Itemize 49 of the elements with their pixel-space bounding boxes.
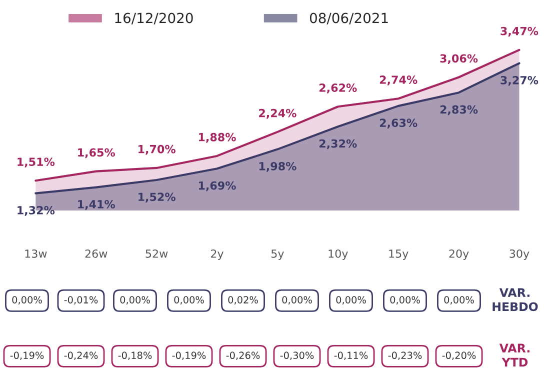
- data-label: 1,41%: [78, 200, 116, 210]
- data-label: 1,52%: [138, 192, 176, 202]
- x-tick-label: 15y: [389, 250, 408, 260]
- data-label: 1,69%: [198, 181, 236, 192]
- text: -0,11%: [334, 352, 368, 360]
- x-tick-label: 30y: [510, 249, 530, 260]
- text: -0,18%: [118, 352, 152, 360]
- data-label: 2,32%: [319, 139, 357, 150]
- data-label: 1,88%: [198, 132, 236, 143]
- text: 0,00%: [12, 296, 42, 304]
- x-tick-label: 2y: [210, 249, 224, 260]
- text: -0,30%: [280, 352, 314, 360]
- text: VAR. HEBDO: [492, 288, 538, 312]
- data-label: 2,63%: [380, 118, 418, 128]
- text: -0,19%: [10, 352, 44, 360]
- text: 0,00%: [120, 296, 150, 304]
- x-tick-label: 20y: [449, 249, 469, 260]
- data-label: 3,06%: [440, 54, 478, 64]
- text: -0,24%: [64, 352, 98, 360]
- data-label: 1,70%: [138, 144, 176, 155]
- data-label: 1,65%: [78, 148, 116, 158]
- data-label: 1,98%: [259, 162, 296, 172]
- text: 0,00%: [282, 296, 312, 304]
- data-label: 3,27%: [500, 76, 538, 86]
- text: -0,01%: [64, 296, 98, 304]
- x-tick-label: 13w: [25, 249, 47, 258]
- data-label: 2,24%: [259, 108, 296, 119]
- data-label: 3,47%: [500, 26, 538, 37]
- text: 0,00%: [336, 296, 366, 304]
- text: 0,00%: [390, 296, 420, 304]
- data-label: 2,62%: [319, 84, 357, 94]
- x-tick-label: 5y: [271, 250, 284, 260]
- text: 0,00%: [174, 296, 204, 304]
- data-label: 1,51%: [18, 158, 55, 168]
- text: 0,02%: [228, 296, 258, 304]
- text: -0,23%: [388, 352, 422, 360]
- x-tick-label: 52w: [146, 249, 168, 258]
- data-label: 2,83%: [440, 105, 478, 116]
- text: -0,19%: [172, 352, 206, 360]
- x-tick-label: 10y: [328, 249, 348, 260]
- text: -0,26%: [226, 352, 260, 360]
- legend-label: 16/12/2020: [115, 12, 193, 24]
- text: VAR. YTD: [499, 344, 530, 367]
- text: -0,20%: [442, 352, 476, 360]
- text: 0,00%: [444, 296, 474, 304]
- data-label: 1,32%: [18, 206, 55, 216]
- x-tick-label: 26w: [85, 249, 108, 258]
- data-label: 2,74%: [380, 76, 418, 86]
- legend-label: 08/06/2021: [310, 12, 388, 24]
